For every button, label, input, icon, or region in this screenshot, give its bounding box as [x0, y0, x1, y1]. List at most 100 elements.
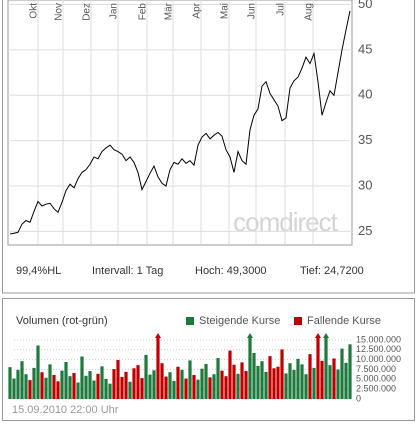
volume-bar	[228, 350, 232, 399]
volume-title: Volumen (rot-grün)	[16, 315, 108, 327]
x-tick-label: Dez	[82, 3, 93, 21]
volume-bar	[132, 368, 136, 399]
volume-bar	[188, 360, 192, 399]
volume-bar	[264, 371, 268, 399]
volume-bar	[140, 378, 144, 399]
y-tick-label: 45	[358, 41, 372, 56]
volume-bar	[136, 365, 140, 399]
clip-arrow	[323, 333, 329, 338]
volume-bar	[340, 348, 344, 399]
volume-bar	[164, 376, 168, 399]
price-line	[9, 10, 351, 235]
volume-bar	[148, 374, 152, 399]
info-range: 99,4%HL	[16, 265, 61, 277]
volume-bar	[244, 371, 248, 399]
x-tick-label: Apr	[192, 2, 203, 18]
x-tick-label: Jan	[109, 3, 120, 19]
volume-bar	[332, 358, 336, 399]
x-tick-label: Aug	[304, 3, 315, 21]
volume-bar	[184, 378, 188, 399]
volume-bar	[280, 349, 284, 399]
volume-bar	[300, 364, 304, 399]
volume-bar	[296, 358, 300, 399]
plot-area	[7, 0, 353, 246]
volume-bar	[204, 363, 208, 399]
x-tick-label: Mai	[220, 3, 231, 19]
volume-bar	[100, 366, 104, 399]
volume-bar	[312, 367, 316, 399]
x-tick-label: Jul	[276, 3, 287, 16]
volume-bar	[288, 363, 292, 399]
volume-bar	[28, 380, 32, 399]
volume-bar	[336, 369, 340, 399]
y-tick-label: 40	[358, 87, 372, 102]
x-tick-label: Mär	[164, 2, 175, 20]
x-tick-label: Jun	[247, 3, 258, 19]
clip-arrow	[155, 333, 161, 338]
x-tick-label: Okt	[29, 3, 40, 19]
volume-bar	[116, 360, 120, 399]
y-tick-label: 0	[356, 393, 361, 403]
volume-bar	[88, 371, 92, 399]
y-tick-label: 12.500.000	[356, 344, 401, 354]
timestamp: 15.09.2010 22:00 Uhr	[12, 404, 119, 416]
y-tick-label: 25	[358, 223, 372, 238]
volume-bar	[104, 378, 108, 399]
volume-bar	[48, 364, 52, 399]
volume-bar	[220, 370, 224, 399]
y-tick-label: 5.000.000	[356, 374, 396, 384]
volume-bar	[72, 373, 76, 399]
y-tick-label: 2.500.000	[356, 384, 396, 394]
volume-bar	[44, 377, 48, 399]
volume-bar	[212, 374, 216, 399]
volume-bar	[24, 374, 28, 399]
volume-bar	[216, 358, 220, 399]
volume-bar	[60, 370, 64, 399]
volume-bar	[236, 373, 240, 399]
volume-bar	[108, 383, 112, 399]
legend-swatch	[294, 317, 302, 325]
volume-bar	[344, 362, 348, 399]
volume-bar	[208, 377, 212, 399]
volume-bar	[112, 369, 116, 399]
volume-bar	[20, 361, 24, 399]
volume-bar	[348, 344, 352, 399]
y-tick-label: 7.500.000	[356, 364, 396, 374]
clip-arrow	[315, 333, 321, 338]
volume-bar	[152, 370, 156, 399]
volume-bar	[172, 380, 176, 399]
volume-bar	[144, 354, 148, 399]
volume-bar	[276, 366, 280, 399]
volume-bar	[36, 345, 40, 399]
x-tick-label: Feb	[138, 3, 149, 21]
volume-bar	[328, 365, 332, 399]
volume-bar	[248, 338, 252, 399]
volume-bar	[316, 338, 320, 399]
volume-bar	[80, 356, 84, 399]
volume-bar	[308, 354, 312, 399]
volume-bar	[232, 364, 236, 399]
info-interval: Intervall: 1 Tag	[92, 265, 163, 277]
volume-bar	[252, 352, 256, 399]
volume-bar	[64, 362, 68, 399]
legend-swatch	[186, 317, 194, 325]
volume-bar	[176, 366, 180, 399]
volume-bar	[120, 376, 124, 399]
y-tick-label: 30	[358, 177, 372, 192]
volume-bar	[256, 365, 260, 399]
legend-label: Steigende Kurse	[199, 315, 280, 327]
volume-bar	[52, 374, 56, 399]
volume-bar	[124, 371, 128, 399]
x-tick-label: Nov	[54, 3, 65, 21]
volume-bar	[68, 376, 72, 399]
watermark: comdirect	[233, 207, 338, 237]
y-tick-label: 15.000.000	[356, 334, 401, 344]
volume-bar	[268, 356, 272, 399]
info-low: Tief: 24,7200	[300, 265, 364, 277]
volume-bar	[292, 369, 296, 399]
volume-bar	[84, 375, 88, 399]
volume-bar	[76, 382, 80, 399]
y-tick-label: 35	[358, 132, 372, 147]
volume-bar	[128, 381, 132, 399]
